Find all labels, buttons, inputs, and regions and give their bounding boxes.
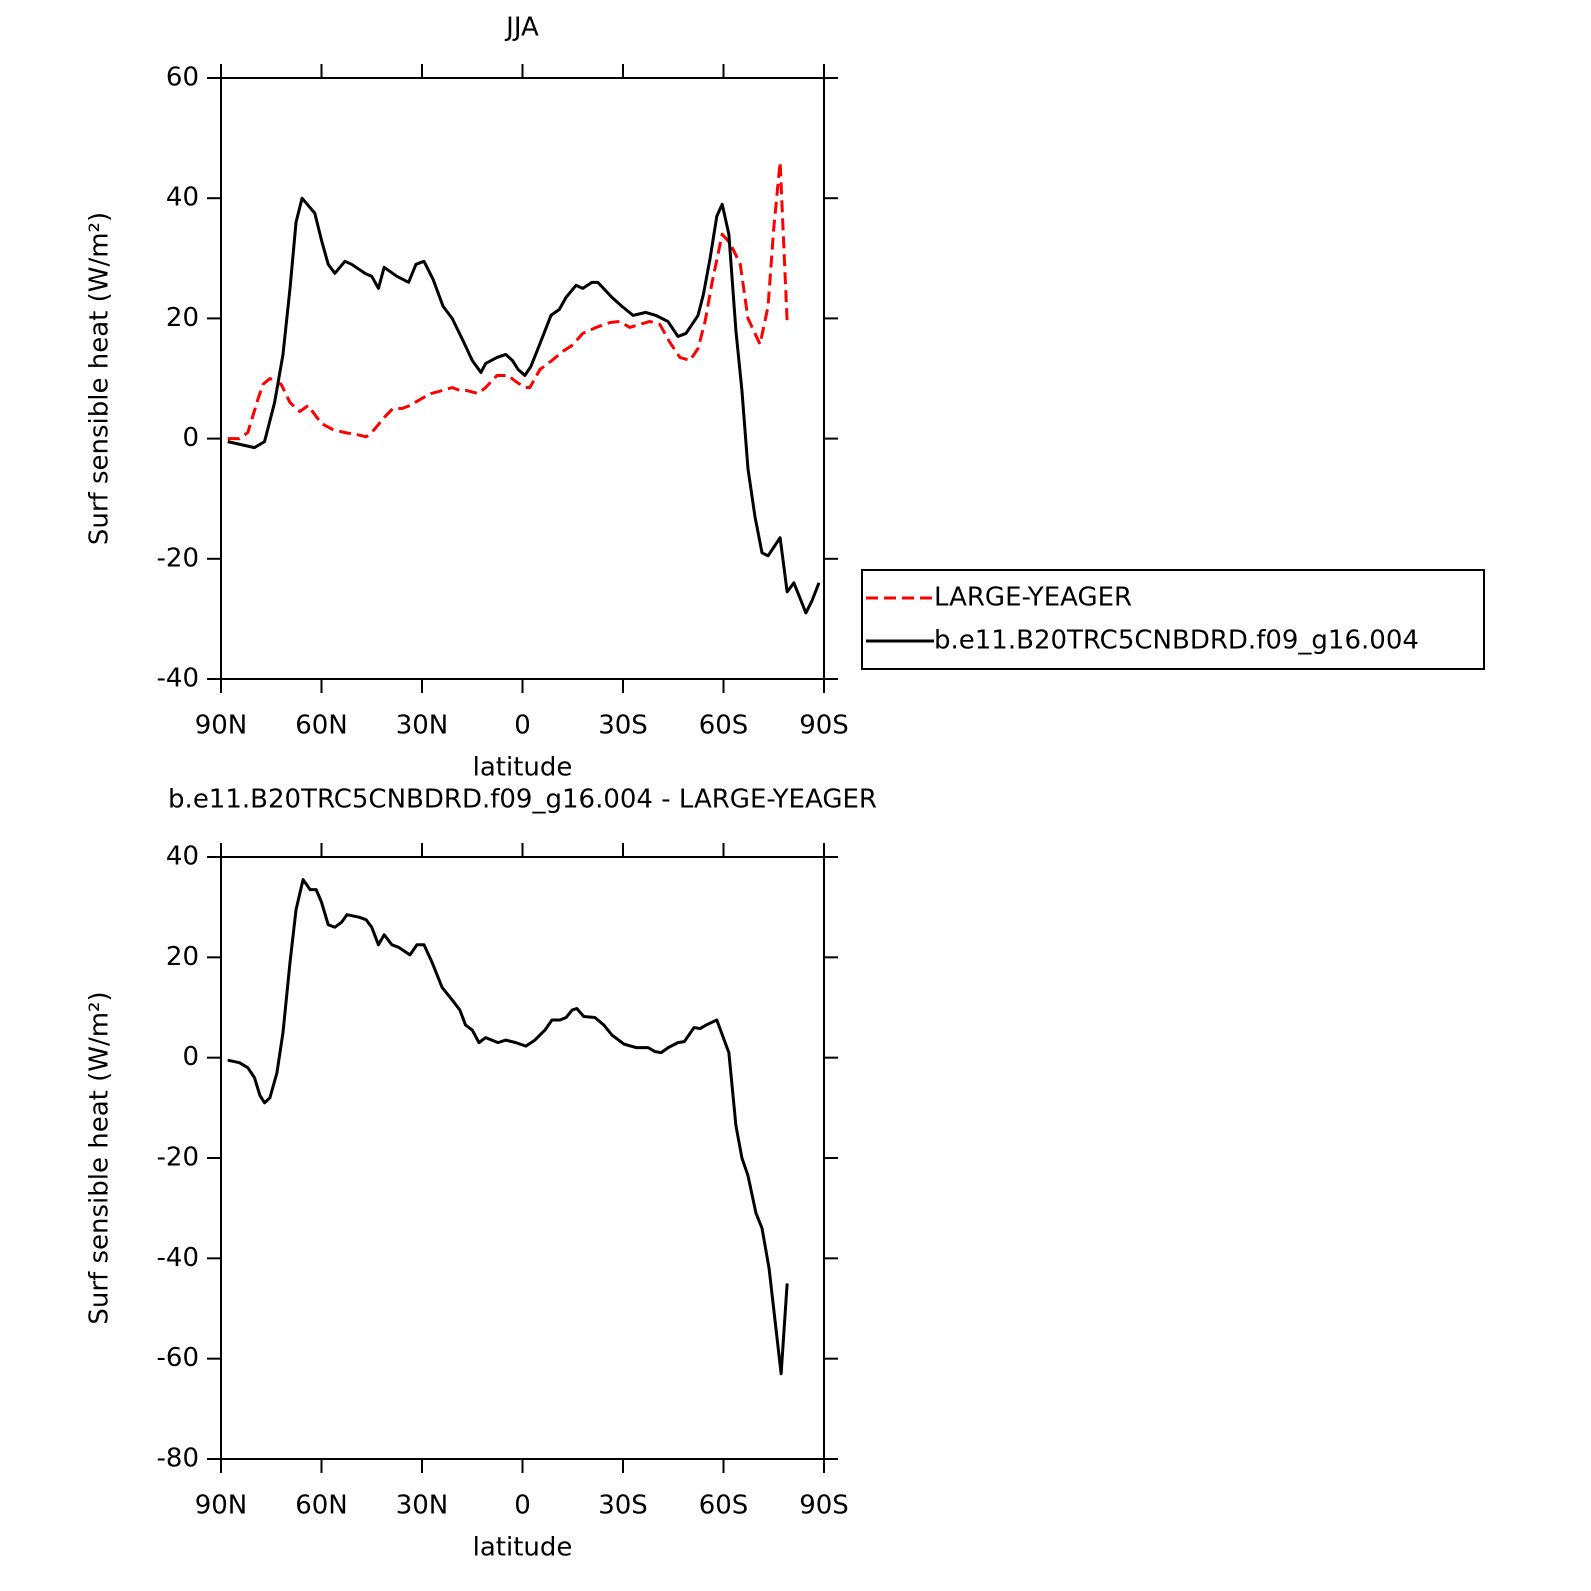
x-tick-label: 30N: [396, 711, 449, 741]
x-axis-label: latitude: [473, 753, 573, 783]
y-tick-label: 20: [166, 942, 199, 972]
x-tick-label: 60S: [699, 711, 749, 741]
x-tick-label: 90S: [799, 1491, 849, 1521]
y-tick-label: 40: [166, 842, 199, 872]
x-tick-label: 60N: [295, 711, 348, 741]
x-tick-label: 0: [514, 1491, 531, 1521]
y-tick-label: 60: [166, 63, 199, 93]
plot-frame: [220, 77, 825, 680]
y-tick-label: -80: [157, 1444, 199, 1474]
data-line: [227, 196, 821, 615]
y-tick-label: 0: [182, 1042, 199, 1072]
y-tick-label: -20: [157, 543, 199, 573]
y-tick-label: 20: [166, 303, 199, 333]
y-tick-label: -60: [157, 1343, 199, 1373]
data-line: [227, 160, 789, 441]
y-axis-label: Surf sensible heat (W/m²): [85, 991, 115, 1324]
x-axis-label: latitude: [473, 1533, 573, 1563]
x-tick-label: 30S: [598, 1491, 648, 1521]
legend-box: [861, 569, 1485, 670]
chart-title: JJA: [504, 13, 539, 43]
y-tick-label: 0: [182, 423, 199, 453]
y-tick-label: 40: [166, 183, 199, 213]
plot-frame: [220, 856, 825, 1460]
x-tick-label: 60S: [699, 1491, 749, 1521]
x-tick-label: 90N: [195, 1491, 248, 1521]
chart-title: b.e11.B20TRC5CNBDRD.f09_g16.004 - LARGE-…: [168, 785, 877, 815]
legend-label: LARGE-YEAGER: [934, 583, 1132, 613]
x-tick-label: 30N: [396, 1491, 449, 1521]
legend-label: b.e11.B20TRC5CNBDRD.f09_g16.004: [934, 626, 1419, 656]
y-tick-label: -20: [157, 1143, 199, 1173]
x-tick-label: 90N: [195, 711, 248, 741]
x-tick-label: 30S: [598, 711, 648, 741]
y-tick-label: -40: [157, 1243, 199, 1273]
y-tick-label: -40: [157, 664, 199, 694]
y-axis-label: Surf sensible heat (W/m²): [85, 212, 115, 545]
data-line: [227, 878, 789, 1376]
x-tick-label: 60N: [295, 1491, 348, 1521]
x-tick-label: 90S: [799, 711, 849, 741]
x-tick-label: 0: [514, 711, 531, 741]
